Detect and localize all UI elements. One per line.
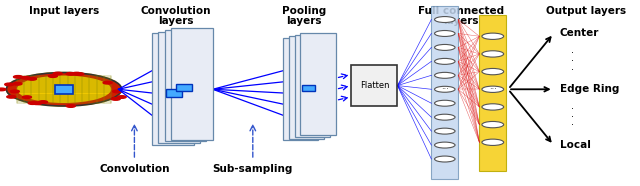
Text: Edge Ring: Edge Ring: [560, 84, 620, 94]
Circle shape: [4, 83, 13, 86]
Circle shape: [28, 102, 37, 104]
Text: Output layers: Output layers: [545, 6, 626, 16]
Bar: [301, 33, 336, 135]
Circle shape: [435, 156, 455, 162]
Circle shape: [482, 121, 504, 128]
Circle shape: [435, 44, 455, 50]
Circle shape: [117, 96, 126, 98]
Circle shape: [482, 139, 504, 145]
Circle shape: [67, 105, 76, 107]
Bar: [431, 6, 458, 179]
Text: ···: ···: [489, 85, 497, 94]
Bar: [165, 30, 206, 141]
Text: ···: ···: [441, 85, 449, 94]
Circle shape: [111, 98, 120, 100]
Bar: [176, 84, 192, 91]
Circle shape: [482, 104, 504, 110]
Text: ·
·
·: · · ·: [572, 48, 574, 75]
Circle shape: [435, 58, 455, 64]
Circle shape: [21, 76, 30, 79]
Circle shape: [482, 33, 504, 39]
Circle shape: [13, 76, 22, 78]
Text: Convolution: Convolution: [99, 164, 170, 174]
Circle shape: [435, 31, 455, 36]
Circle shape: [435, 114, 455, 120]
Text: Full connected
layers: Full connected layers: [418, 6, 504, 26]
Circle shape: [17, 76, 111, 103]
Circle shape: [38, 101, 47, 103]
Circle shape: [72, 72, 81, 75]
Circle shape: [13, 82, 22, 85]
Circle shape: [66, 73, 75, 75]
Circle shape: [435, 142, 455, 148]
Circle shape: [435, 17, 455, 23]
Text: Center: Center: [560, 28, 600, 39]
Bar: [283, 38, 319, 140]
Text: Flatten: Flatten: [360, 81, 389, 90]
Circle shape: [113, 90, 122, 93]
Circle shape: [482, 68, 504, 75]
Circle shape: [10, 90, 19, 93]
Bar: [152, 33, 193, 145]
Bar: [479, 15, 506, 171]
Circle shape: [53, 72, 62, 75]
Circle shape: [103, 81, 112, 84]
Bar: [289, 36, 324, 139]
Circle shape: [435, 100, 455, 106]
Circle shape: [435, 86, 455, 92]
Circle shape: [33, 102, 42, 105]
Bar: [294, 35, 330, 137]
Circle shape: [28, 78, 36, 80]
Circle shape: [482, 86, 504, 92]
Text: Local: Local: [560, 140, 591, 150]
Circle shape: [22, 96, 31, 98]
Circle shape: [6, 73, 122, 106]
Bar: [159, 32, 200, 143]
Circle shape: [75, 73, 84, 75]
Circle shape: [0, 88, 6, 91]
Circle shape: [482, 51, 504, 57]
Circle shape: [7, 95, 16, 98]
Text: Input layers: Input layers: [29, 6, 99, 16]
Bar: [351, 65, 397, 106]
Bar: [166, 89, 182, 97]
Text: Sub-sampling: Sub-sampling: [212, 164, 293, 174]
Bar: [55, 85, 73, 94]
Bar: [302, 85, 315, 91]
Text: Convolution
layers: Convolution layers: [141, 6, 211, 26]
Circle shape: [435, 72, 455, 78]
Bar: [172, 28, 212, 140]
Circle shape: [49, 75, 58, 77]
Text: Pooling
layers: Pooling layers: [282, 6, 326, 26]
Circle shape: [435, 128, 455, 134]
Text: ·
·
·: · · ·: [572, 104, 574, 131]
Circle shape: [6, 73, 122, 106]
